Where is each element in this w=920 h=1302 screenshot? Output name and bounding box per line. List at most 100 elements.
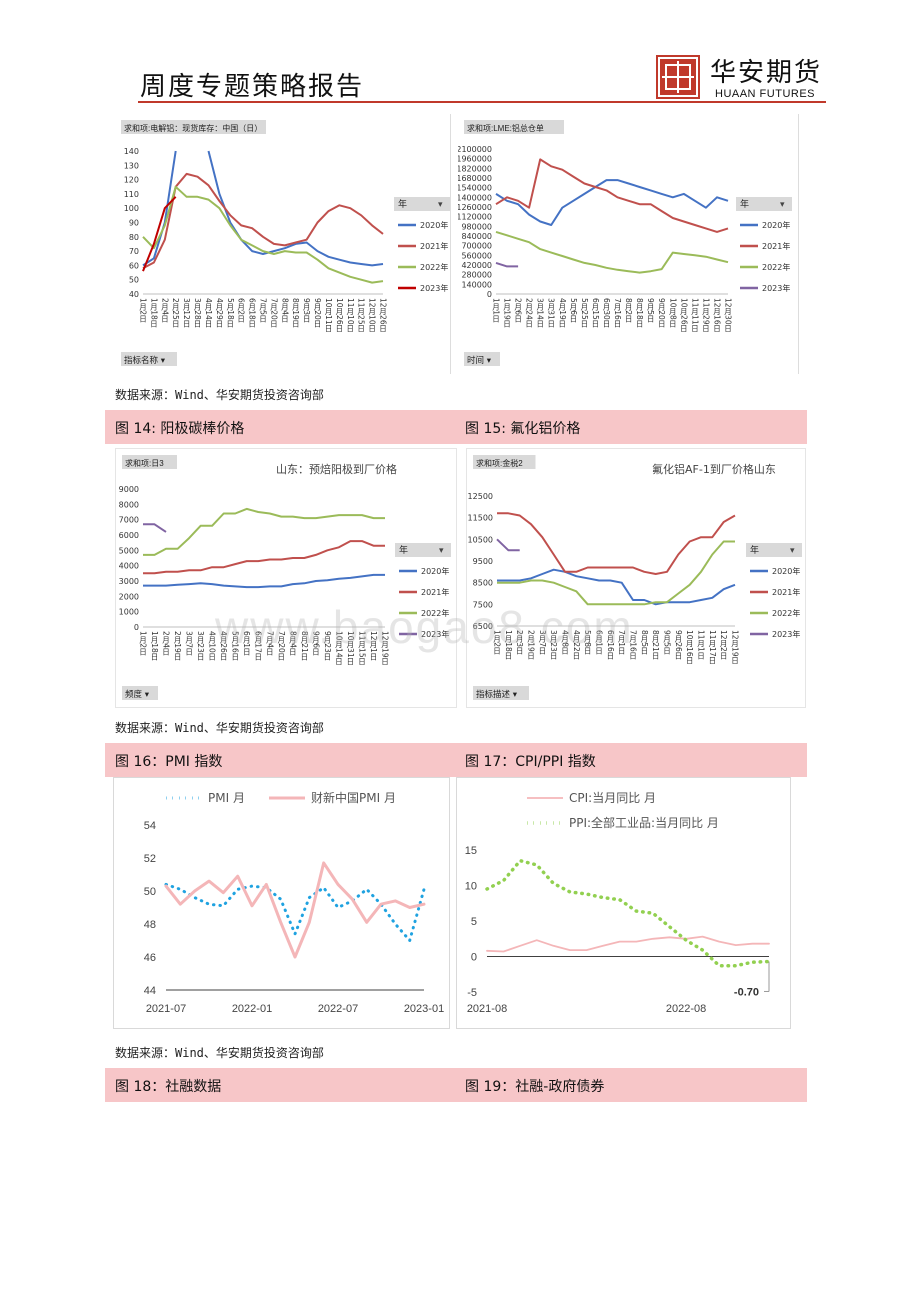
series-line-1 bbox=[164, 882, 426, 942]
legend-filter-button bbox=[394, 197, 450, 211]
x-tick-label: 11月25日 bbox=[357, 298, 366, 333]
x-tick-label: 11月15日 bbox=[357, 631, 366, 666]
x-tick-label: 2月19日 bbox=[527, 630, 536, 660]
source-note: 数据来源：Wind、华安期货投资咨询部 bbox=[115, 1046, 324, 1060]
y-tick-label: 5000 bbox=[119, 546, 139, 555]
x-tick-label: 5月16日 bbox=[231, 631, 240, 661]
x-tick-label: 9月26日 bbox=[674, 630, 683, 660]
pivot-field-tag bbox=[122, 455, 177, 469]
y-tick-label: 12500 bbox=[468, 492, 493, 501]
x-tick-label: 3月14日 bbox=[536, 298, 545, 328]
page-title: 周度专题策略报告 bbox=[140, 72, 365, 102]
x-tick-label: 9月5日 bbox=[663, 630, 672, 656]
x-tick-label: 11月29日 bbox=[701, 298, 710, 333]
legend-label: 2023年 bbox=[420, 283, 448, 293]
series-line-3 bbox=[497, 540, 735, 606]
x-tick-label: 8月18日 bbox=[635, 298, 644, 328]
y-tick-label: 9000 bbox=[119, 485, 139, 494]
watermark: www.baogao8.com bbox=[215, 601, 634, 653]
y-tick-label: -5 bbox=[467, 987, 477, 999]
chart-cpi-ppi: -5 0 5 10 15 2021-08 2022-08 CPI:当月同比 月 PPI:全部工业… bbox=[456, 777, 791, 1029]
y-tick-label: 4000 bbox=[119, 562, 139, 571]
x-tick-label: 1月18日 bbox=[504, 630, 513, 660]
y-tick-label: 1400000 bbox=[458, 193, 492, 202]
source-note: 数据来源：Wind、华安期货投资咨询部 bbox=[115, 388, 324, 402]
y-tick-label: 60 bbox=[129, 261, 139, 270]
y-tick-label: 40 bbox=[129, 290, 139, 299]
series-line-1 bbox=[495, 179, 729, 226]
pivot-filter-label: 频度 ▾ bbox=[125, 689, 150, 700]
series-line-1 bbox=[486, 935, 770, 953]
chart-aluminum-fluoride-price: 求和项:金税2 氟化铝AF-1到厂价格山东 6500 7500 8500 9500 1050… bbox=[466, 448, 806, 708]
x-tick-label: 3月7日 bbox=[538, 630, 547, 656]
y-tick-label: 1680000 bbox=[458, 174, 492, 183]
legend-label: CPI:当月同比 月 bbox=[569, 791, 656, 805]
x-tick-label: 10月11日 bbox=[324, 298, 333, 333]
chart-lme-warrants: 求和项:LME:铝总仓单 0 140000 280000 420000 560000 700… bbox=[458, 114, 799, 374]
x-tick-label: 12月30日 bbox=[724, 298, 733, 333]
x-tick-label: 1月18日 bbox=[150, 631, 159, 661]
brand-name-en: HUAAN FUTURES bbox=[715, 88, 816, 100]
x-tick-label: 3月12日 bbox=[182, 298, 191, 328]
figure-caption-left: 图 14: 阳极碳棒价格 bbox=[115, 421, 245, 437]
series-line-4 bbox=[143, 523, 167, 533]
series-line-4 bbox=[142, 196, 177, 272]
x-tick-label: 9月3日 bbox=[302, 298, 311, 324]
legend-label: 2022年 bbox=[762, 262, 790, 272]
legend-title: 年 bbox=[740, 198, 749, 210]
y-tick-label: 8500 bbox=[473, 579, 493, 588]
y-tick-label: 6500 bbox=[473, 622, 493, 631]
annotation-label: -0.70 bbox=[734, 986, 759, 998]
y-tick-label: 1960000 bbox=[458, 155, 492, 164]
y-tick-label: 52 bbox=[144, 853, 156, 865]
x-tick-label: 7月4日 bbox=[265, 631, 274, 657]
y-tick-label: 560000 bbox=[461, 251, 492, 260]
x-tick-label: 8月4日 bbox=[288, 631, 297, 657]
header-divider bbox=[138, 101, 826, 103]
legend-title: 年 bbox=[750, 544, 759, 556]
x-tick-label: 2022-07 bbox=[318, 1003, 358, 1015]
y-tick-label: 11500 bbox=[468, 514, 493, 523]
y-tick-label: 140 bbox=[124, 147, 139, 156]
x-tick-label: 3月31日 bbox=[547, 298, 556, 328]
x-tick-label: 2月19日 bbox=[173, 631, 182, 661]
pivot-field-label: 求和项:日3 bbox=[125, 458, 164, 468]
filter-icon: ▾ bbox=[780, 200, 785, 210]
x-tick-label: 2月24日 bbox=[525, 298, 534, 328]
x-tick-label: 2021-07 bbox=[146, 1003, 186, 1015]
legend-filter-button bbox=[395, 543, 451, 557]
brand-name-cn: 华安期货 bbox=[710, 58, 823, 88]
x-tick-label: 6月1日 bbox=[242, 631, 251, 657]
x-tick-label: 6月1日 bbox=[595, 630, 604, 656]
y-tick-label: 10500 bbox=[468, 535, 493, 544]
x-tick-label: 8月21日 bbox=[300, 631, 309, 661]
chart-pmi: 44 46 48 50 52 54 2021-07 2022-01 2022-07 2023-01… bbox=[113, 777, 450, 1029]
x-tick-label: 11月17日 bbox=[708, 630, 717, 665]
pivot-field-label: 求和项:LME:铝总仓单 bbox=[467, 123, 544, 133]
legend-filter-button bbox=[736, 197, 792, 211]
legend-label: 财新中国PMI 月 bbox=[311, 790, 396, 805]
y-tick-label: 130 bbox=[124, 161, 139, 170]
x-tick-label: 4月29日 bbox=[215, 298, 224, 328]
x-tick-label: 4月26日 bbox=[219, 631, 228, 661]
x-tick-label: 9月20日 bbox=[657, 298, 666, 328]
caption-bar: 图 18：社融数据 图 19：社融-政府债券 bbox=[105, 1068, 807, 1102]
y-tick-label: 280000 bbox=[461, 271, 492, 280]
pivot-field-tag bbox=[121, 120, 266, 134]
legend-title: 年 bbox=[398, 198, 407, 210]
x-tick-label: 1月18日 bbox=[149, 298, 158, 328]
x-tick-label: 11月1日 bbox=[697, 630, 706, 660]
pivot-filter-button bbox=[122, 686, 158, 700]
x-tick-label: 4月19日 bbox=[558, 298, 567, 328]
x-tick-label: 9月23日 bbox=[323, 631, 332, 661]
y-tick-label: 48 bbox=[144, 919, 156, 931]
y-tick-label: 54 bbox=[144, 820, 156, 832]
y-tick-label: 700000 bbox=[461, 242, 492, 251]
x-tick-label: 6月15日 bbox=[591, 298, 600, 328]
y-tick-label: 100 bbox=[124, 204, 139, 213]
y-tick-label: 70 bbox=[129, 247, 139, 256]
legend-label: 2022年 bbox=[421, 608, 449, 618]
x-tick-label: 1月2日 bbox=[493, 630, 502, 656]
x-tick-label: 7月16日 bbox=[629, 630, 638, 660]
x-tick-label: 6月17日 bbox=[254, 631, 263, 661]
